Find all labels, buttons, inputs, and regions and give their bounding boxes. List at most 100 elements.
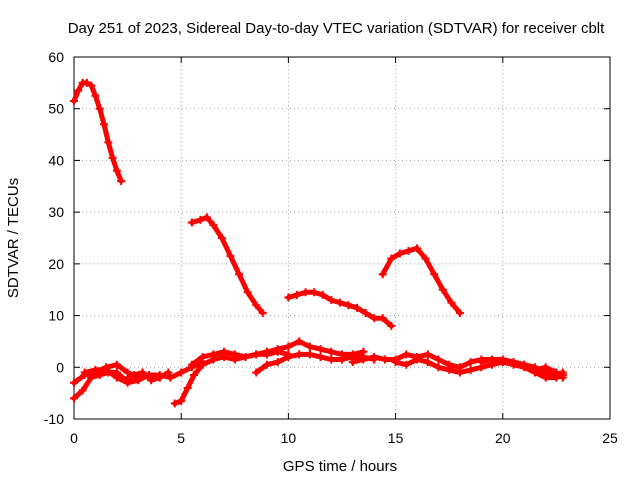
- data-point: [445, 365, 454, 374]
- ticks: [73, 56, 611, 420]
- data-point: [190, 371, 199, 380]
- data-point: [477, 358, 486, 367]
- series-arc-4: [380, 245, 463, 316]
- data-point: [112, 360, 121, 369]
- data-point: [438, 285, 447, 294]
- data-point: [252, 368, 261, 377]
- data-point: [520, 360, 529, 369]
- data-point: [327, 347, 336, 356]
- x-tick-label: 20: [495, 430, 511, 446]
- data-point: [301, 288, 310, 297]
- data-point: [402, 360, 411, 369]
- data-point: [344, 301, 353, 310]
- data-point: [434, 363, 443, 372]
- y-axis-label: SDTVAR / TECUs: [5, 178, 22, 298]
- data-point: [164, 368, 173, 377]
- data-point: [108, 153, 117, 162]
- plot-frame: [73, 56, 611, 420]
- data-point: [284, 342, 293, 351]
- data-point: [292, 290, 301, 299]
- data-point: [434, 355, 443, 364]
- data-point: [196, 215, 205, 224]
- data-point: [74, 86, 83, 95]
- data-point: [466, 365, 475, 374]
- chart-title: Day 251 of 2023, Sidereal Day-to-day VTE…: [68, 20, 605, 37]
- data-point: [202, 213, 211, 222]
- data-point: [226, 252, 235, 261]
- x-tick-labels: 0 5 10 15 20 25: [70, 430, 618, 446]
- data-point: [391, 358, 400, 367]
- data-point: [353, 303, 362, 312]
- data-point: [335, 298, 344, 307]
- data-point: [187, 218, 196, 227]
- data-point: [370, 352, 379, 361]
- data-point: [423, 358, 432, 367]
- y-tick-label: 20: [48, 256, 64, 272]
- y-tick-label: -10: [44, 411, 64, 427]
- data-point: [209, 221, 218, 230]
- data-point: [370, 314, 379, 323]
- data-point: [413, 244, 422, 253]
- y-tick-label: 40: [48, 152, 64, 168]
- data-point: [209, 350, 218, 359]
- data-point: [177, 368, 186, 377]
- data-point: [187, 360, 196, 369]
- data-point: [387, 321, 396, 330]
- data-point: [138, 368, 147, 377]
- data-point: [91, 365, 100, 374]
- data-point: [155, 373, 164, 382]
- data-point: [305, 342, 314, 351]
- data-point: [177, 396, 186, 405]
- data-point: [455, 368, 464, 377]
- data-point: [70, 378, 78, 387]
- y-tick-labels: -10 0 10 20 30 40 50 60: [44, 49, 64, 427]
- y-tick-label: 30: [48, 204, 64, 220]
- data-point: [102, 365, 111, 374]
- data-point: [338, 355, 346, 364]
- x-tick-label: 5: [177, 430, 185, 446]
- data-point: [183, 383, 192, 392]
- data-point: [295, 337, 304, 346]
- data-point: [541, 363, 550, 372]
- series-layer: [70, 78, 567, 408]
- data-point: [130, 371, 139, 380]
- data-point: [230, 350, 239, 359]
- data-point: [198, 352, 207, 361]
- data-point: [134, 376, 143, 385]
- data-point: [378, 314, 387, 323]
- grid: [74, 57, 610, 419]
- series-arc-3: [285, 289, 394, 329]
- data-point: [252, 350, 261, 359]
- data-point: [498, 358, 507, 367]
- x-tick-label: 25: [602, 430, 618, 446]
- y-tick-label: 50: [48, 101, 64, 117]
- data-point: [123, 378, 132, 387]
- data-point: [78, 386, 87, 395]
- data-point: [316, 352, 325, 361]
- data-point: [70, 394, 78, 403]
- data-point: [361, 308, 370, 317]
- data-point: [95, 104, 104, 113]
- data-point: [327, 296, 336, 305]
- data-point: [273, 358, 282, 367]
- data-point: [235, 270, 244, 279]
- data-point: [217, 234, 226, 242]
- data-point: [466, 358, 475, 367]
- data-point: [241, 352, 250, 361]
- x-tick-label: 15: [388, 430, 404, 446]
- data-point: [395, 249, 404, 258]
- data-point: [273, 345, 282, 354]
- data-point: [316, 345, 325, 354]
- data-point: [310, 288, 319, 297]
- data-point: [380, 355, 389, 364]
- data-point: [552, 368, 561, 377]
- data-point: [145, 371, 154, 380]
- data-point: [530, 365, 539, 374]
- x-tick-label: 0: [70, 430, 78, 446]
- y-tick-label: 0: [56, 359, 64, 375]
- data-point: [117, 177, 126, 186]
- data-point: [91, 91, 100, 100]
- data-point: [284, 352, 293, 361]
- data-point: [447, 298, 456, 307]
